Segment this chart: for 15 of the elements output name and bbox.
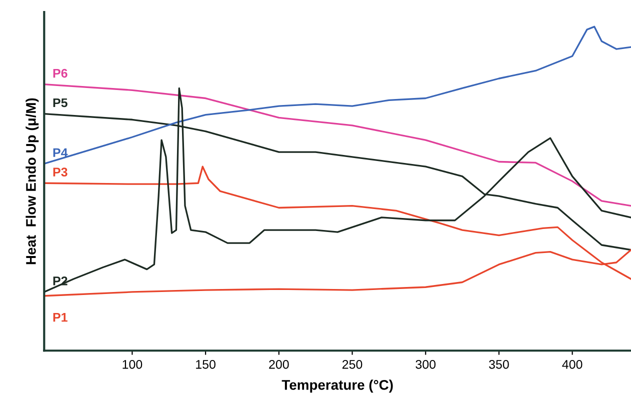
- x-tick-label: 300: [416, 360, 436, 369]
- series-label: P6: [53, 68, 68, 78]
- x-axis-title: Temperature (°C): [282, 380, 393, 393]
- x-tick-label: 350: [489, 360, 509, 369]
- x-tick-label: 250: [342, 360, 362, 369]
- series-label: P1: [53, 312, 68, 322]
- series-label: P2: [53, 276, 68, 286]
- x-tick-label: 100: [122, 360, 142, 369]
- x-tick-label: 400: [562, 360, 582, 369]
- y-axis-title: Heat Flow Endo Up (μ/M): [26, 98, 39, 264]
- series-label: P3: [53, 168, 68, 177]
- x-tick-label: 150: [196, 360, 216, 369]
- series-label: P4: [53, 148, 68, 157]
- x-tick-label: 200: [269, 360, 289, 369]
- series-label: P5: [53, 98, 68, 108]
